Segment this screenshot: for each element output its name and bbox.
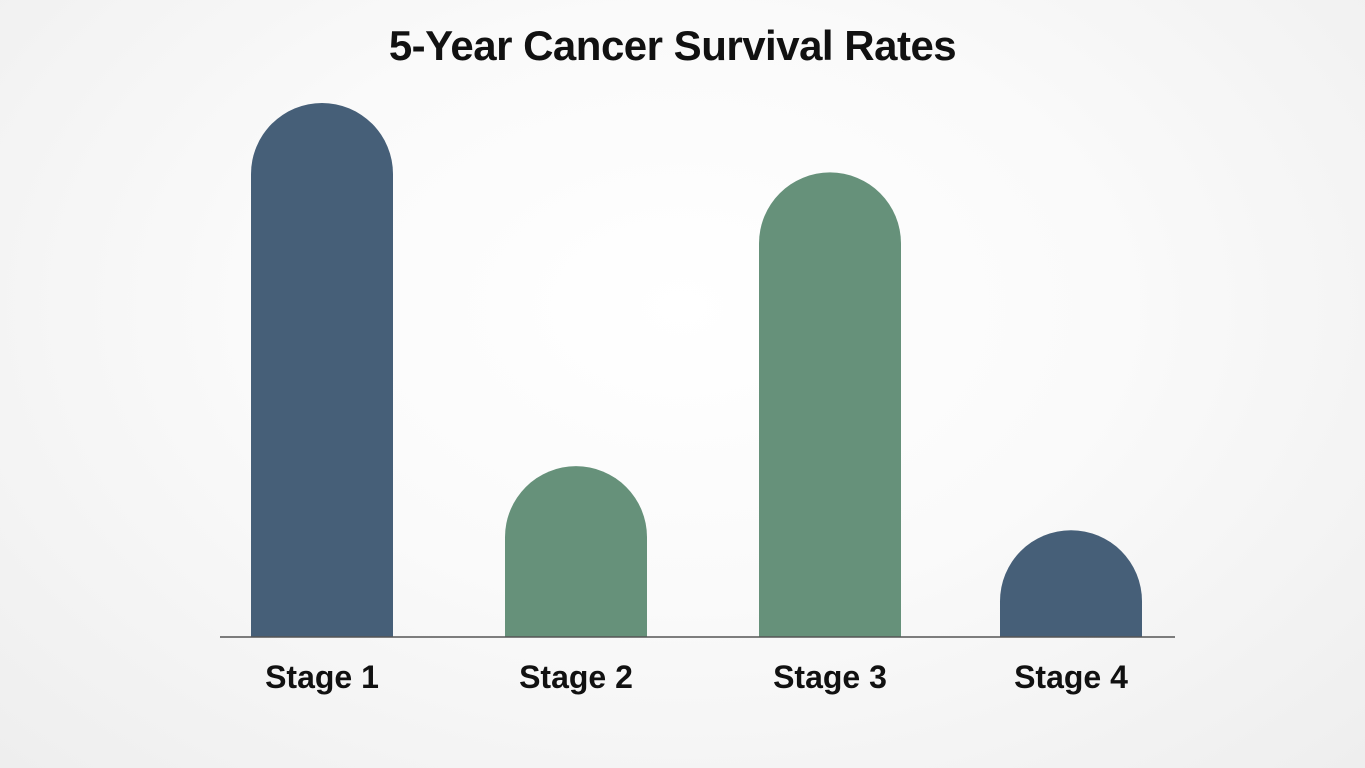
bar-stage-1 [251, 103, 393, 637]
bar-stage-3 [759, 172, 901, 638]
tick-label-stage-3: Stage 3 [773, 659, 887, 695]
tick-label-stage-1: Stage 1 [265, 659, 379, 695]
tick-labels-group: Stage 1 Stage 2 Stage 3 Stage 4 [265, 659, 1128, 695]
bars-group [251, 103, 1142, 638]
bar-stage-2 [505, 466, 647, 637]
chart-title: 5-Year Cancer Survival Rates [388, 22, 957, 69]
tick-label-stage-2: Stage 2 [519, 659, 633, 695]
tick-label-stage-4: Stage 4 [1014, 659, 1128, 695]
bar-stage-4 [1000, 530, 1142, 637]
